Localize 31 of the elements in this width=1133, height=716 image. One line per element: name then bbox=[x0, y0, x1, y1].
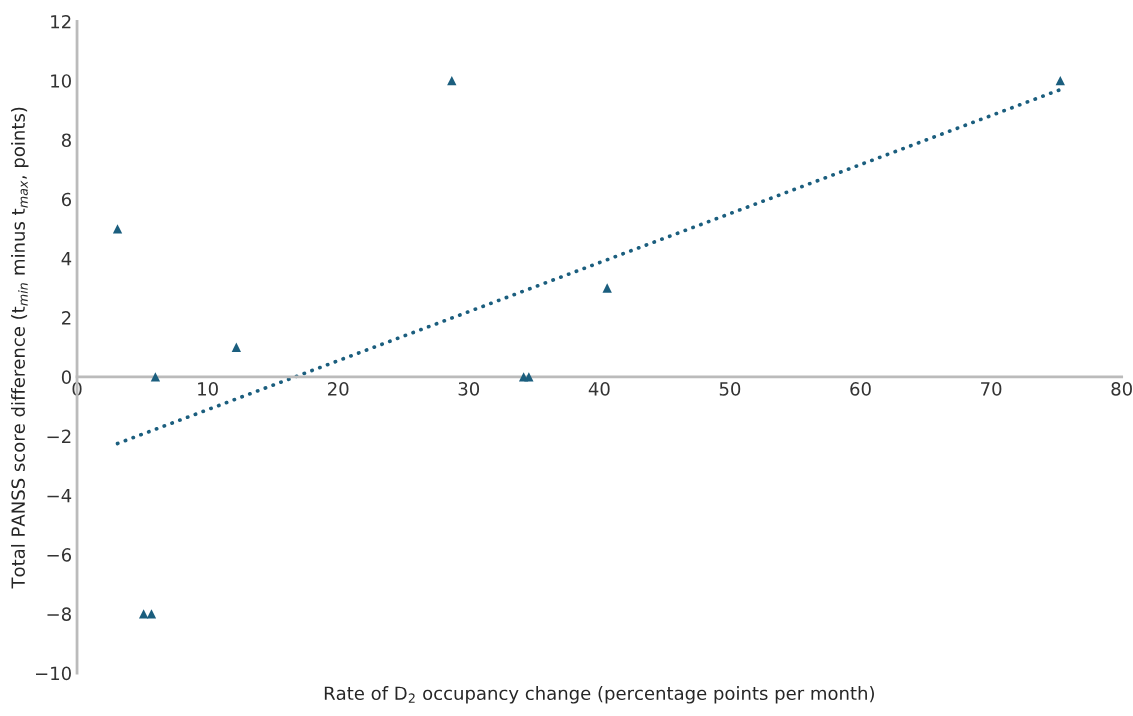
point bbox=[138, 609, 149, 619]
y-tick-label: 6 bbox=[61, 192, 72, 207]
y-tick-label: −4 bbox=[47, 489, 72, 503]
x-tick-label: 60 bbox=[850, 382, 871, 396]
point bbox=[524, 372, 534, 382]
point bbox=[231, 342, 242, 352]
y-tick-label: −6 bbox=[47, 548, 72, 562]
point bbox=[146, 609, 157, 619]
y-tick-label: 12 bbox=[51, 14, 71, 29]
y-tick-label: −10 bbox=[35, 666, 71, 681]
x-tick-label: 40 bbox=[588, 382, 610, 396]
x-axis-title: Rate of D$_{2}$ occupancy change (percentage points per month) bbox=[324, 686, 874, 704]
y-tick-label: −8 bbox=[47, 607, 71, 621]
point bbox=[1055, 76, 1065, 86]
x-tick-label: 10 bbox=[198, 382, 218, 396]
y-tick-label: 0 bbox=[61, 370, 71, 384]
y-tick-label: 8 bbox=[61, 133, 71, 148]
y-tick-label: 2 bbox=[62, 311, 71, 325]
x-tick-label: 80 bbox=[1111, 382, 1132, 396]
point bbox=[447, 76, 457, 86]
point bbox=[150, 372, 161, 382]
point bbox=[112, 224, 123, 234]
x-tick-label: 30 bbox=[458, 382, 480, 396]
x-tick-label: 50 bbox=[719, 382, 741, 396]
y-tick-label: −2 bbox=[47, 429, 71, 443]
y-axis-title: Total PANSS score difference (t$_{min}$ minus t$_{max}$, points) bbox=[11, 107, 29, 589]
y-tick-label: 4 bbox=[61, 252, 72, 266]
y-tick-label: 10 bbox=[51, 74, 71, 88]
x-tick-label: 70 bbox=[981, 382, 1002, 396]
point bbox=[602, 283, 612, 293]
x-tick-label: 20 bbox=[328, 382, 349, 396]
